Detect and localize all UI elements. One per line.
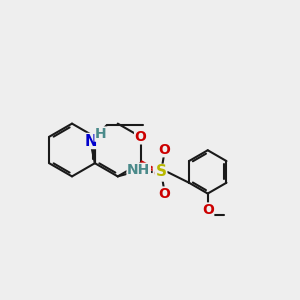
Text: NH: NH xyxy=(127,164,150,177)
Text: H: H xyxy=(95,127,107,141)
Text: O: O xyxy=(135,130,146,144)
Text: O: O xyxy=(158,143,170,157)
Text: N: N xyxy=(84,134,97,148)
Text: O: O xyxy=(202,203,214,217)
Text: O: O xyxy=(153,167,165,181)
Text: O: O xyxy=(158,187,170,201)
Text: S: S xyxy=(156,164,167,179)
